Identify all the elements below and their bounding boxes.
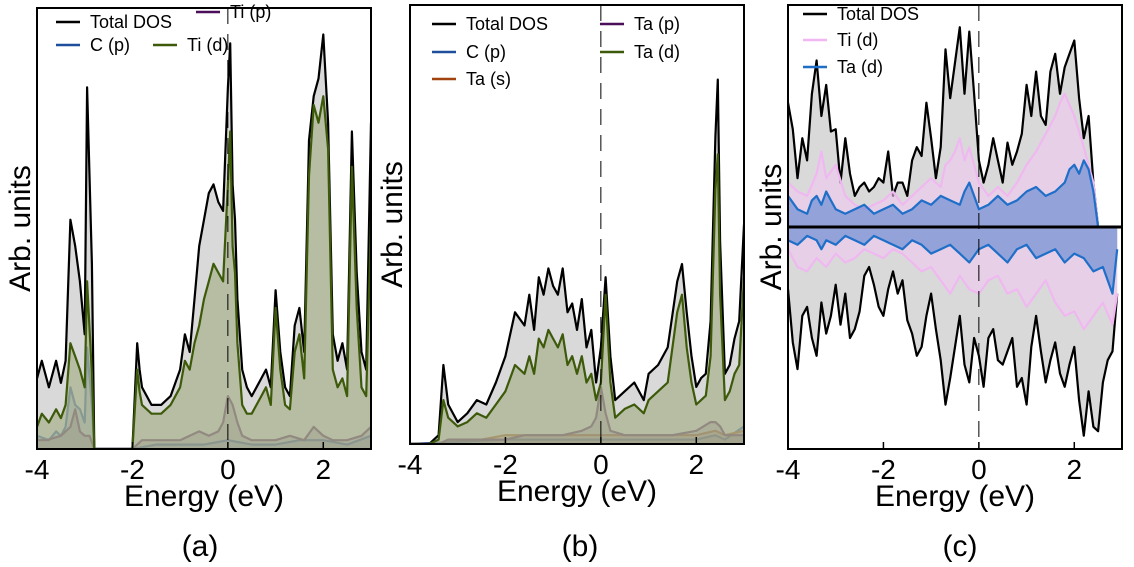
x-axis-label: Energy (eV): [875, 480, 1035, 513]
x-tick-label: 2: [688, 449, 704, 480]
x-tick-label: 2: [1066, 454, 1082, 485]
series-fill-total-dos: [37, 34, 371, 449]
series-line-ta-d-spin-down: [788, 234, 1119, 295]
legend-label: Ta (p): [634, 14, 680, 34]
y-axis-label: Arb. units: [755, 164, 788, 291]
legend-item: Ta (d): [803, 57, 883, 77]
x-axis-label: Energy (eV): [497, 475, 657, 508]
series-fill-ta-d: [410, 154, 744, 444]
legend-item: Ti (d): [803, 30, 878, 50]
legend-label: C (p): [466, 42, 506, 62]
series-line-ti-d-spin-down: [788, 248, 1119, 331]
legend-item: C (p): [56, 35, 130, 55]
legend-label: Ti (p): [230, 2, 271, 22]
x-axis-label: Energy (eV): [124, 480, 284, 513]
series-line-total-dos: [410, 78, 744, 444]
legend: Total DOS Ti (d) Ta (d): [803, 4, 919, 77]
series-line-ti-d-spin-up: [788, 92, 1100, 228]
series-line-total-dos: [37, 33, 371, 449]
series-line-ta-d-spin-up: [788, 159, 1100, 228]
legend-label: Ta (d): [837, 57, 883, 77]
series-fill-ti-d-spin-up: [788, 93, 1099, 227]
x-tick-label: 0: [220, 454, 236, 485]
series-line-total-dos-spin-down: [788, 265, 1119, 437]
legend-label: C (p): [90, 35, 130, 55]
x-tick-label: -2: [493, 449, 518, 480]
x-tick-label: 2: [315, 454, 331, 485]
plot-area: [410, 78, 744, 444]
legend-item: Ti (d): [153, 35, 228, 55]
x-tick-label: -2: [871, 454, 896, 485]
y-axis-label: Arb. units: [4, 165, 37, 292]
legend-item: Total DOS: [432, 14, 548, 34]
plot-area: [788, 26, 1119, 437]
panel-label: (c): [943, 530, 978, 563]
legend: Total DOS Ta (p) C (p) Ta (d) Ta (s): [432, 14, 680, 89]
x-tick-label: 0: [593, 449, 609, 480]
panel-label: (a): [182, 530, 219, 563]
series-line-ti-d: [37, 95, 371, 449]
legend-label: Total DOS: [90, 12, 172, 32]
legend-label: Total DOS: [466, 14, 548, 34]
y-axis-label: Arb. units: [376, 161, 409, 288]
plot-area: [37, 33, 371, 449]
series-fill-ta-d-spin-down: [788, 227, 1118, 294]
series-fill-ti-d: [37, 96, 371, 449]
legend-item: Total DOS: [56, 12, 172, 32]
series-line-total-dos-spin-up: [788, 26, 1100, 228]
legend-item: Ta (s): [432, 69, 511, 89]
x-tick-label: -4: [776, 454, 801, 485]
series-line-ta-d: [410, 153, 744, 444]
legend-label: Ti (d): [837, 30, 878, 50]
x-tick-label: -2: [120, 454, 145, 485]
legend-label: Total DOS: [837, 4, 919, 24]
x-tick-label: -4: [25, 454, 50, 485]
axes-frame: [409, 4, 745, 445]
series-fill-ta-d-spin-up: [788, 160, 1099, 227]
x-tick-label: 0: [971, 454, 987, 485]
legend-label: Ta (d): [634, 42, 680, 62]
legend-item: Ti (p): [196, 2, 271, 22]
panel-label: (b): [562, 530, 599, 563]
x-tick-label: -4: [398, 449, 423, 480]
legend-label: Ta (s): [466, 69, 511, 89]
legend-item: Ta (d): [600, 42, 680, 62]
axes-frame: [787, 4, 1123, 450]
axes-frame: [36, 7, 372, 450]
legend-item: Ta (p): [600, 14, 680, 34]
legend-item: Total DOS: [803, 4, 919, 24]
legend-item: C (p): [432, 42, 506, 62]
legend-label: Ti (d): [187, 35, 228, 55]
legend: Total DOS Ti (p) C (p) Ti (d): [56, 2, 271, 55]
